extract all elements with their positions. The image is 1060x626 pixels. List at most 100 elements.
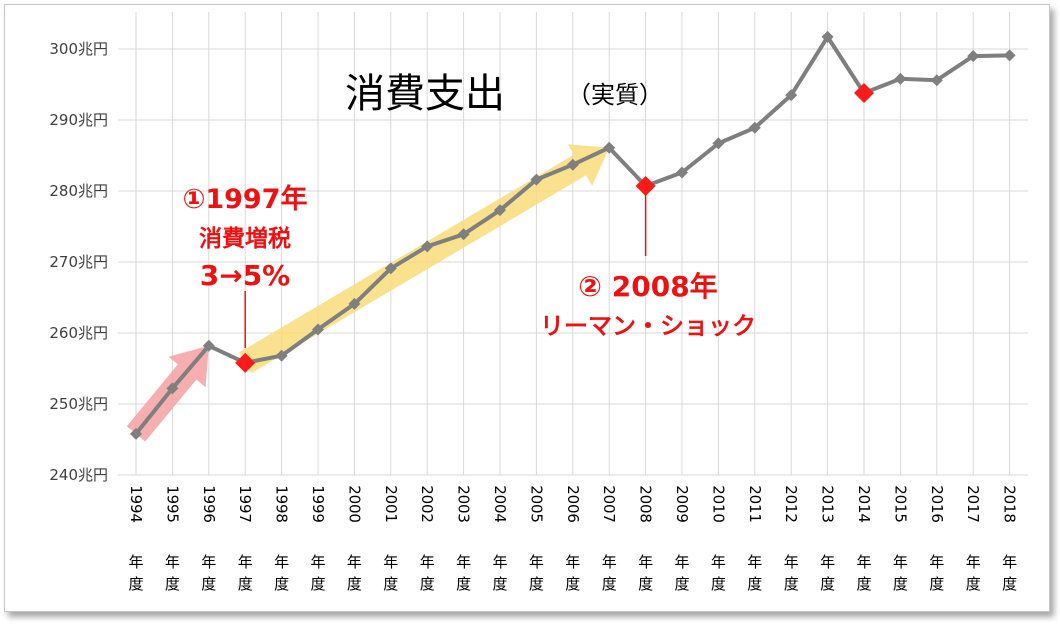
x-tick-digit: 9 xyxy=(127,504,145,514)
x-tick-digit: 1 xyxy=(855,504,873,514)
x-tick-digit: 2 xyxy=(782,513,800,523)
x-tick-label: 年度 xyxy=(165,553,180,593)
annotation-text: ② 2008年 xyxy=(578,270,717,303)
x-tick-digit: 0 xyxy=(746,495,764,505)
x-tick-digit: 9 xyxy=(200,504,218,514)
x-tick-digit: 0 xyxy=(345,495,363,505)
x-tick-digit: 2 xyxy=(491,485,509,495)
x-tick-label: 年度 xyxy=(602,553,617,593)
y-tick-labels: 240兆円 250兆円 260兆円 270兆円 280兆円 290兆円 300兆円 xyxy=(49,40,108,484)
x-tick-label: 年度 xyxy=(420,553,435,593)
x-tick-label: 年度 xyxy=(856,553,871,593)
data-point xyxy=(202,339,215,352)
x-tick-label: 年度 xyxy=(238,553,253,593)
x-tick-digit: 4 xyxy=(855,513,873,523)
data-point xyxy=(894,72,907,85)
x-tick-digit: 9 xyxy=(236,504,254,514)
x-tick-digit: 6 xyxy=(564,513,582,523)
data-point xyxy=(785,89,798,102)
x-tick-digit: 6 xyxy=(928,513,946,523)
y-tick-label: 260兆円 xyxy=(49,324,108,342)
x-tick-digit: 2 xyxy=(600,485,618,495)
x-tick-digit: 8 xyxy=(1001,513,1019,523)
data-point xyxy=(348,297,361,310)
x-tick-digit: 0 xyxy=(418,504,436,514)
x-tick-label: 年度 xyxy=(383,553,398,593)
x-tick-label: 年度 xyxy=(456,553,471,593)
x-tick-digit: 2 xyxy=(564,485,582,495)
x-tick-label: 年度 xyxy=(893,553,908,593)
data-point xyxy=(821,30,834,43)
x-tick-digit: 9 xyxy=(309,513,327,523)
data-point xyxy=(384,262,397,275)
data-point xyxy=(676,166,688,179)
x-tick-digit: 0 xyxy=(382,495,400,505)
data-point xyxy=(275,349,288,362)
annotation-text: ①1997年 xyxy=(182,183,307,215)
x-tick-label: 年度 xyxy=(784,553,799,593)
chart-subtitle: （実質） xyxy=(567,81,663,109)
x-tick-digit: 0 xyxy=(709,495,727,505)
x-tick-digit: 2 xyxy=(418,485,436,495)
x-tick-digit: 2 xyxy=(382,485,400,495)
x-tick-digit: 0 xyxy=(455,495,473,505)
x-tick-digit: 1 xyxy=(236,485,254,495)
x-tick-digit: 1 xyxy=(1001,504,1019,514)
y-tick-label: 290兆円 xyxy=(49,111,108,129)
x-tick-digit: 2 xyxy=(418,513,436,523)
x-tick-digit: 5 xyxy=(527,513,545,523)
data-point xyxy=(930,74,943,87)
data-point xyxy=(494,204,506,217)
x-tick-digit: 0 xyxy=(527,495,545,505)
x-tick-digit: 9 xyxy=(273,504,291,514)
x-tick-label: 年度 xyxy=(274,553,289,593)
y-tick-label: 240兆円 xyxy=(49,466,108,484)
x-tick-digit: 0 xyxy=(855,495,873,505)
highlight-point xyxy=(635,176,656,197)
data-point xyxy=(130,427,142,440)
x-tick-digit: 2 xyxy=(455,485,473,495)
x-tick-digit: 2 xyxy=(855,485,873,495)
x-tick-digit: 0 xyxy=(819,495,837,505)
x-tick-digit: 9 xyxy=(309,504,327,514)
data-point xyxy=(457,228,470,241)
y-tick-label: 270兆円 xyxy=(49,253,108,271)
data-point xyxy=(1003,49,1016,62)
x-tick-digit: 0 xyxy=(637,495,655,505)
x-tick-digit: 0 xyxy=(345,513,363,523)
x-tick-label: 年度 xyxy=(747,553,762,593)
x-tick-digit: 0 xyxy=(564,504,582,514)
data-point xyxy=(603,141,616,154)
x-tick-digit: 9 xyxy=(163,495,181,505)
x-tick-digit: 1 xyxy=(709,504,727,514)
x-tick-digit: 9 xyxy=(200,495,218,505)
x-tick-digit: 9 xyxy=(127,495,145,505)
x-tick-digit: 9 xyxy=(309,495,327,505)
x-tick-digit: 9 xyxy=(236,495,254,505)
x-tick-digit: 1 xyxy=(819,504,837,514)
x-tick-digit: 0 xyxy=(1001,495,1019,505)
highlight-point xyxy=(235,352,256,373)
x-tick-digit: 7 xyxy=(964,513,982,523)
x-tick-digit: 3 xyxy=(455,513,473,523)
chart-frame xyxy=(4,4,1050,612)
x-tick-label: 年度 xyxy=(711,553,726,593)
x-tick-digit: 0 xyxy=(600,504,618,514)
series-consumption xyxy=(130,30,1016,440)
data-point xyxy=(967,50,980,63)
x-tick-digit: 2 xyxy=(527,485,545,495)
x-tick-digit: 1 xyxy=(964,504,982,514)
x-tick-digit: 0 xyxy=(782,495,800,505)
annotation-text: 消費増税 xyxy=(199,225,291,252)
x-tick-digit: 3 xyxy=(819,513,837,523)
x-tick-digit: 9 xyxy=(673,513,691,523)
x-tick-digit: 2 xyxy=(709,485,727,495)
data-point xyxy=(712,137,725,150)
x-tick-label: 年度 xyxy=(128,553,143,593)
trend-arrow-1997-2007 xyxy=(239,144,610,374)
x-tick-label: 年度 xyxy=(638,553,653,593)
data-point xyxy=(421,240,434,253)
x-tick-label: 年度 xyxy=(347,553,362,593)
